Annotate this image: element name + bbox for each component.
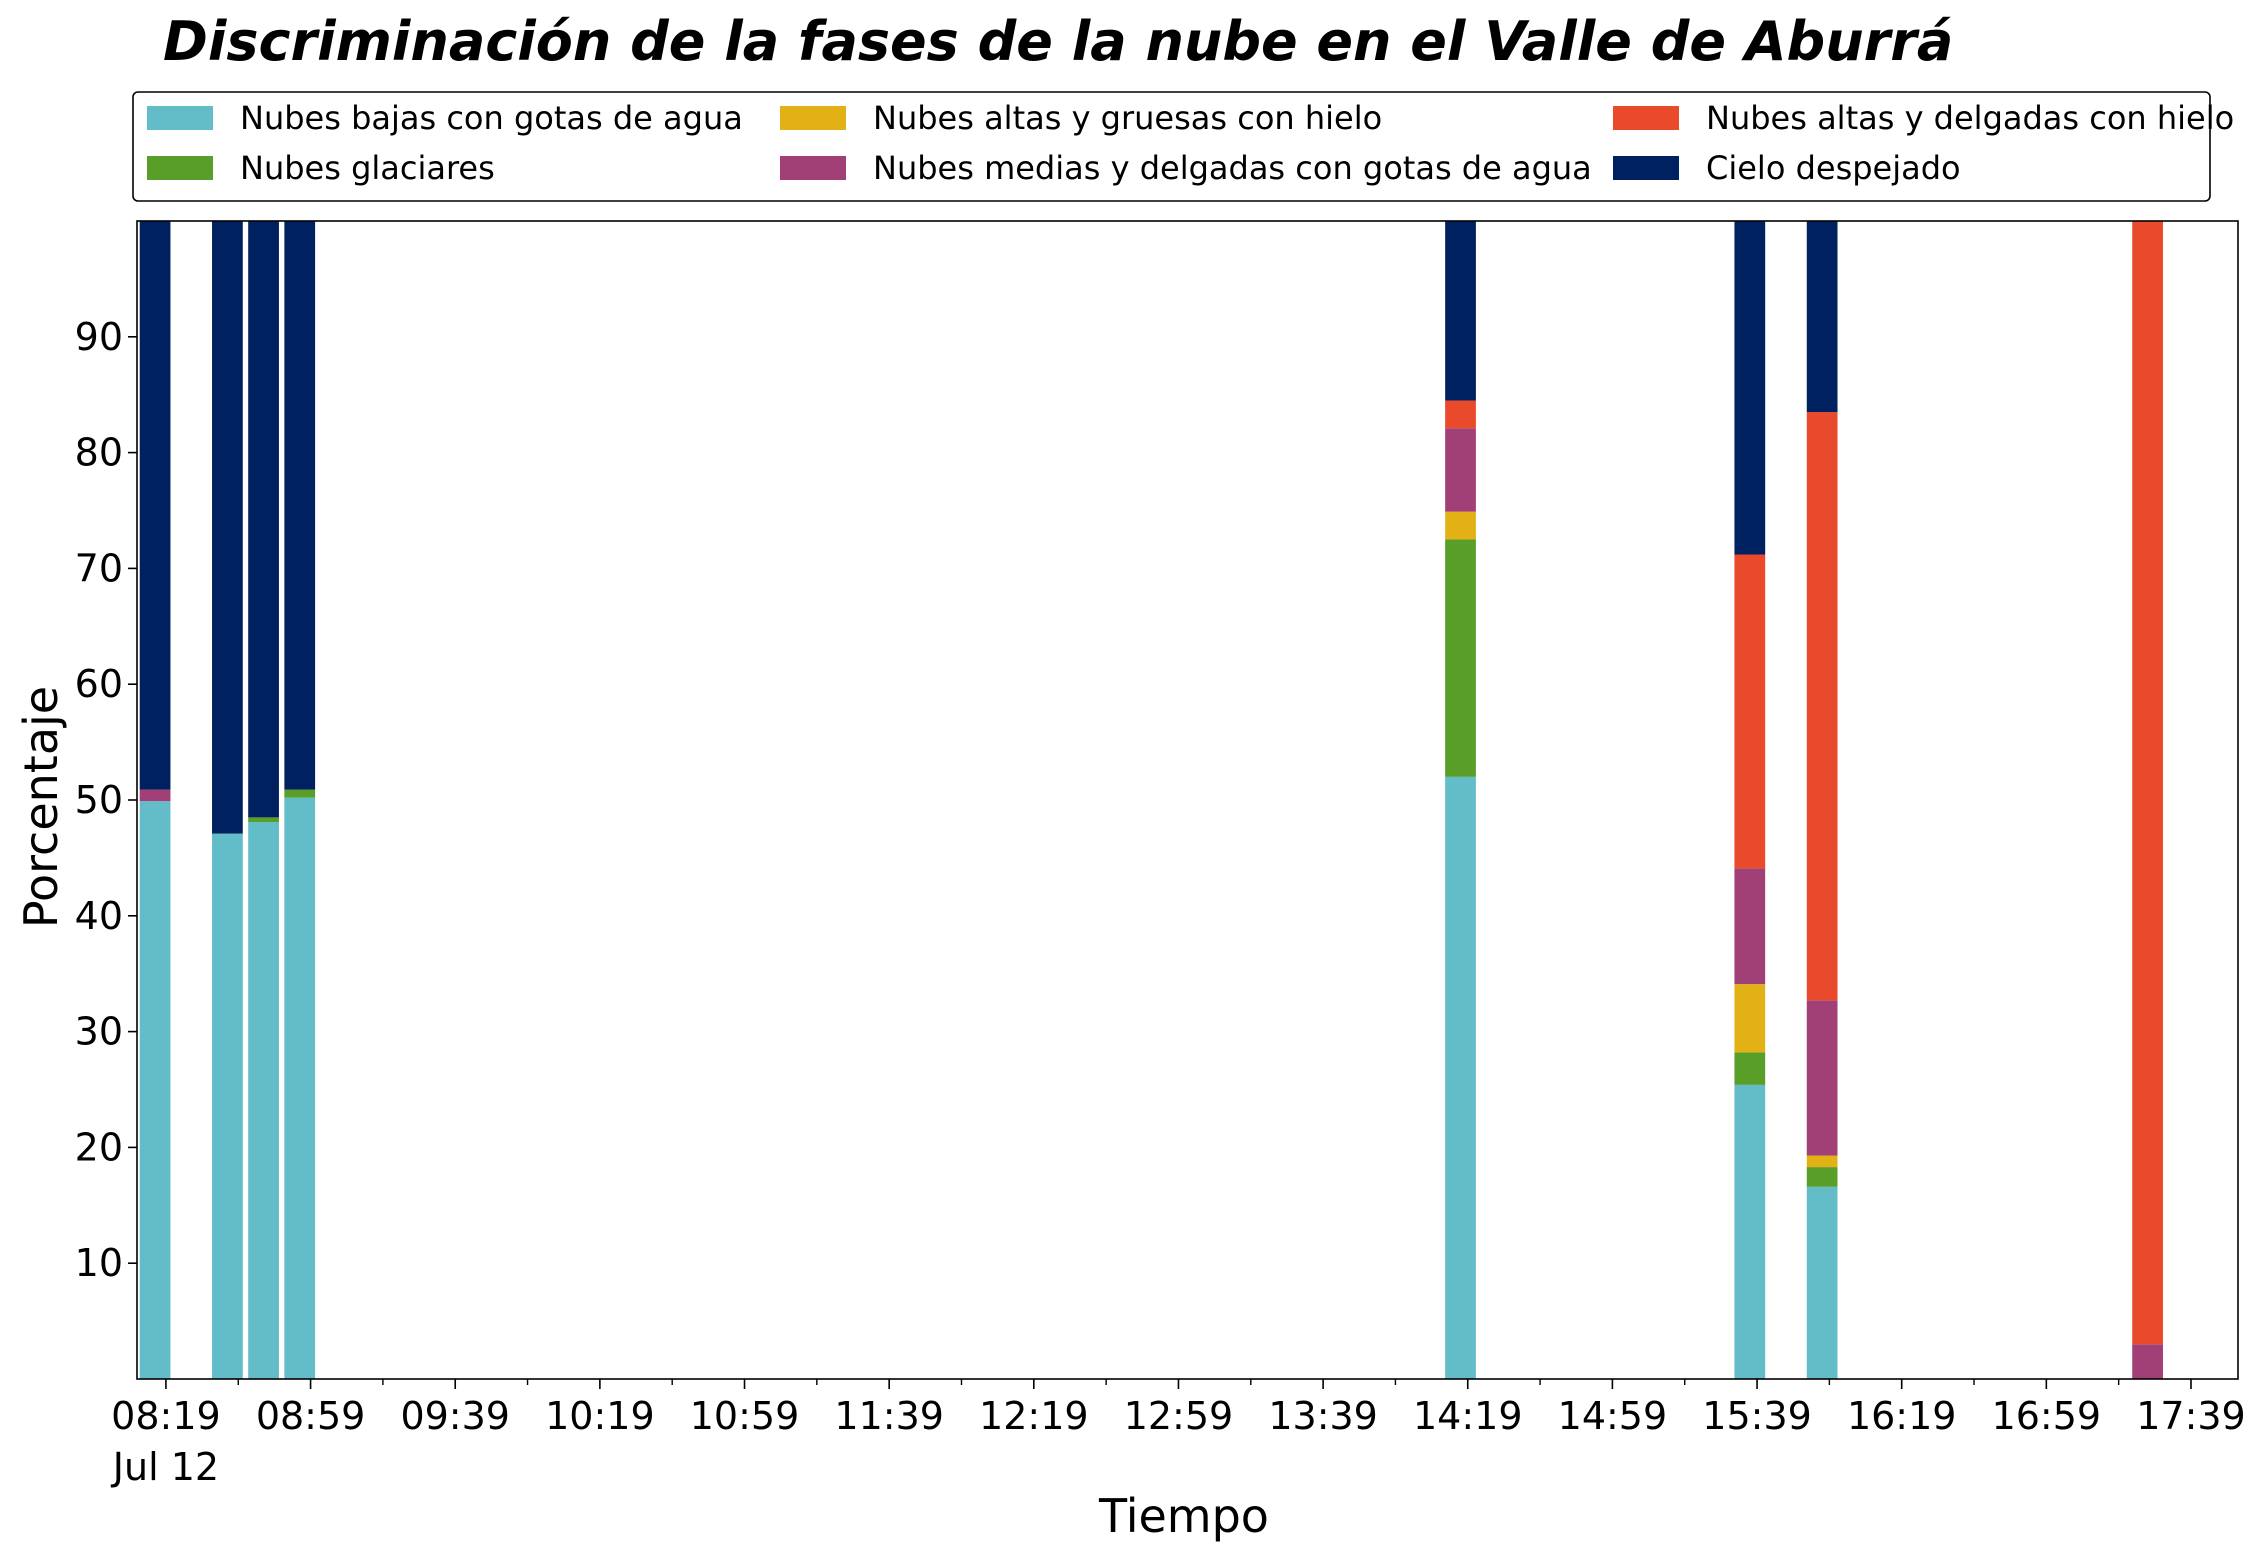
x-axis-label: Tiempo <box>1098 1489 1269 1543</box>
legend-swatch-nubes-altas-y-delgadas-con-hielo <box>1613 106 1679 130</box>
x-tick-label: 14:59 <box>1558 1394 1668 1438</box>
y-tick-label: 30 <box>75 1010 123 1054</box>
bar-segment-nubes-bajas-con-gotas-de-agua <box>248 822 279 1379</box>
x-tick-label: 12:19 <box>979 1394 1089 1438</box>
bar-segment-nubes-bajas-con-gotas-de-agua <box>139 801 171 1379</box>
bar-segment-nubes-glaciares <box>1734 1052 1766 1085</box>
plot-area: 10 20 30 40 50 60 70 80 90 08:19 Jul 12 08:59 09:39… <box>75 220 2244 1489</box>
legend-swatch-nubes-medias-y-delgadas-con-gotas-de-agua <box>780 156 846 180</box>
y-axis-label: Porcentaje <box>14 686 68 928</box>
x-tick-label: 12:59 <box>1124 1394 1234 1438</box>
legend-label-nubes-altas-y-delgadas-con-hielo: Nubes altas y delgadas con hielo <box>1706 99 2234 137</box>
bar-segment-nubes-medias-y-delgadas-con-gotas-de-agua <box>139 789 171 802</box>
bar-segment-nubes-altas-y-delgadas-con-hielo <box>1734 554 1766 869</box>
y-tick-label: 70 <box>75 546 123 590</box>
y-tick-label: 60 <box>75 662 123 706</box>
bar-segment-nubes-bajas-con-gotas-de-agua <box>1806 1186 1838 1379</box>
bar-segment-nubes-bajas-con-gotas-de-agua <box>212 833 243 1379</box>
x-tick-label: 10:59 <box>690 1394 800 1438</box>
x-tick-label: 08:59 <box>256 1394 366 1438</box>
y-tick-label: 90 <box>75 315 123 359</box>
bar-segment-nubes-altas-y-gruesas-con-hielo <box>1734 984 1766 1053</box>
x-tick-sublabel: Jul 12 <box>111 1445 219 1489</box>
legend-box <box>132 91 2211 202</box>
bar-segment-nubes-medias-y-delgadas-con-gotas-de-agua <box>1734 868 1766 985</box>
bar-segment-cielo-despejado <box>1734 221 1766 555</box>
x-tick-label: 14:19 <box>1413 1394 1523 1438</box>
legend-label-nubes-glaciares: Nubes glaciares <box>240 149 495 187</box>
x-tick-label: 15:39 <box>1702 1394 1812 1438</box>
x-tick-label: 11:39 <box>834 1394 944 1438</box>
y-tick-label: 40 <box>75 894 123 938</box>
bar-segment-nubes-medias-y-delgadas-con-gotas-de-agua <box>2132 1344 2163 1379</box>
y-tick-label: 10 <box>75 1241 123 1285</box>
legend: Nubes bajas con gotas de agua Nubes glaci… <box>132 91 2234 202</box>
bar-segment-cielo-despejado <box>1806 221 1838 413</box>
plot-frame <box>136 220 2239 1380</box>
bar-segment-nubes-altas-y-delgadas-con-hielo <box>1806 412 1838 1001</box>
x-tick-label: 09:39 <box>400 1394 510 1438</box>
legend-swatch-nubes-altas-y-gruesas-con-hielo <box>780 106 846 130</box>
bar-segment-nubes-bajas-con-gotas-de-agua <box>1445 776 1476 1379</box>
bar-segment-cielo-despejado <box>284 221 316 790</box>
x-tick-label: 13:39 <box>1268 1394 1378 1438</box>
legend-swatch-cielo-despejado <box>1613 156 1679 180</box>
bar-segment-nubes-altas-y-delgadas-con-hielo <box>1445 400 1476 429</box>
bar-segment-cielo-despejado <box>139 221 171 790</box>
bar-segment-nubes-medias-y-delgadas-con-gotas-de-agua <box>1806 1000 1838 1156</box>
legend-label-nubes-altas-y-gruesas-con-hielo: Nubes altas y gruesas con hielo <box>873 99 1382 137</box>
legend-swatch-nubes-glaciares <box>147 156 213 180</box>
bar-segment-nubes-altas-y-gruesas-con-hielo <box>1806 1155 1838 1168</box>
y-tick-label: 50 <box>75 778 123 822</box>
bar-segment-cielo-despejado <box>1445 221 1476 401</box>
x-tick-label: 17:39 <box>2136 1394 2244 1438</box>
x-tick-label: 08:19 <box>111 1394 221 1438</box>
bar-segment-nubes-glaciares <box>1445 539 1476 777</box>
bar-segment-nubes-medias-y-delgadas-con-gotas-de-agua <box>1445 428 1476 512</box>
bar-segment-cielo-despejado <box>248 221 279 818</box>
legend-label-nubes-bajas-con-gotas-de-agua: Nubes bajas con gotas de agua <box>240 99 743 137</box>
legend-label-cielo-despejado: Cielo despejado <box>1706 149 1961 187</box>
chart-title: Discriminación de la fases de la nube en… <box>163 10 1953 73</box>
bar-segment-nubes-bajas-con-gotas-de-agua <box>284 797 316 1379</box>
bar-segment-nubes-altas-y-gruesas-con-hielo <box>1445 511 1476 540</box>
legend-swatch-nubes-bajas-con-gotas-de-agua <box>147 106 213 130</box>
x-tick-label: 10:19 <box>545 1394 655 1438</box>
bar-segment-nubes-glaciares <box>1806 1167 1838 1187</box>
x-tick-label: 16:59 <box>1992 1394 2102 1438</box>
y-tick-label: 80 <box>75 431 123 475</box>
x-tick-label: 16:19 <box>1847 1394 1957 1438</box>
bar-segment-nubes-glaciares <box>284 789 316 798</box>
legend-label-nubes-medias-y-delgadas-con-gotas-de-agua: Nubes medias y delgadas con gotas de agu… <box>873 149 1592 187</box>
y-tick-label: 20 <box>75 1125 123 1169</box>
bar-segment-nubes-altas-y-delgadas-con-hielo <box>2132 221 2163 1345</box>
bar-segment-nubes-glaciares <box>248 817 279 823</box>
bar-segment-cielo-despejado <box>212 221 243 834</box>
bar-segment-nubes-bajas-con-gotas-de-agua <box>1734 1084 1766 1379</box>
